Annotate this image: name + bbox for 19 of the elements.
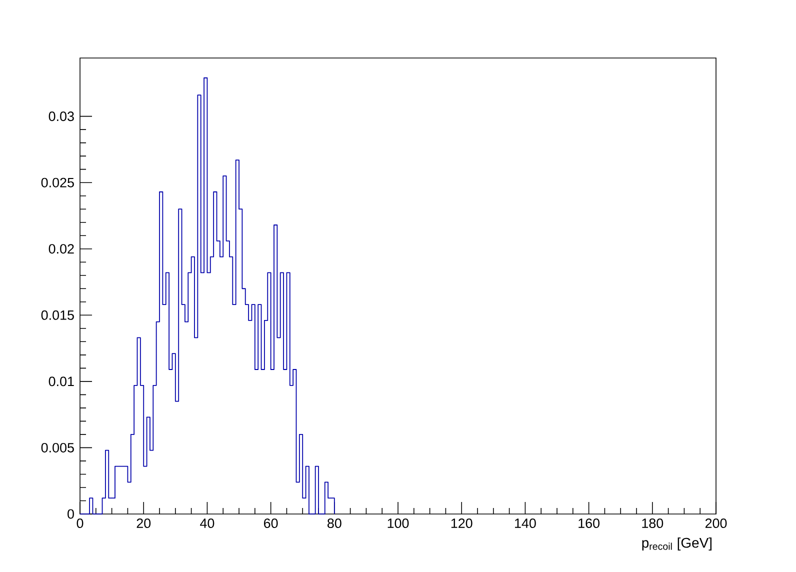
y-tick-label: 0	[68, 509, 74, 519]
x-tick-label: 40	[200, 518, 214, 528]
x-tick-label: 160	[578, 518, 600, 528]
y-tick-label: 0.03	[48, 112, 74, 122]
y-tick-label: 0.01	[48, 376, 74, 386]
x-tick-label: 60	[264, 518, 278, 528]
x-tick-label: 140	[515, 518, 536, 528]
x-tick-label: 80	[328, 518, 342, 528]
y-tick-label: 0.02	[48, 244, 74, 254]
x-tick-label: 100	[388, 518, 409, 528]
x-tick-label: 20	[136, 518, 151, 528]
x-axis-title: p$_{recoil}$ [GeV]	[642, 538, 712, 550]
y-tick-label: 0.005	[41, 442, 74, 452]
y-tick-label: 0.015	[41, 310, 74, 320]
x-tick-label: 0	[76, 518, 84, 528]
x-tick-label: 200	[705, 518, 727, 528]
x-tick-label: 120	[451, 518, 472, 528]
x-tick-label: 180	[642, 518, 664, 528]
y-tick-label: 0.025	[41, 178, 74, 188]
